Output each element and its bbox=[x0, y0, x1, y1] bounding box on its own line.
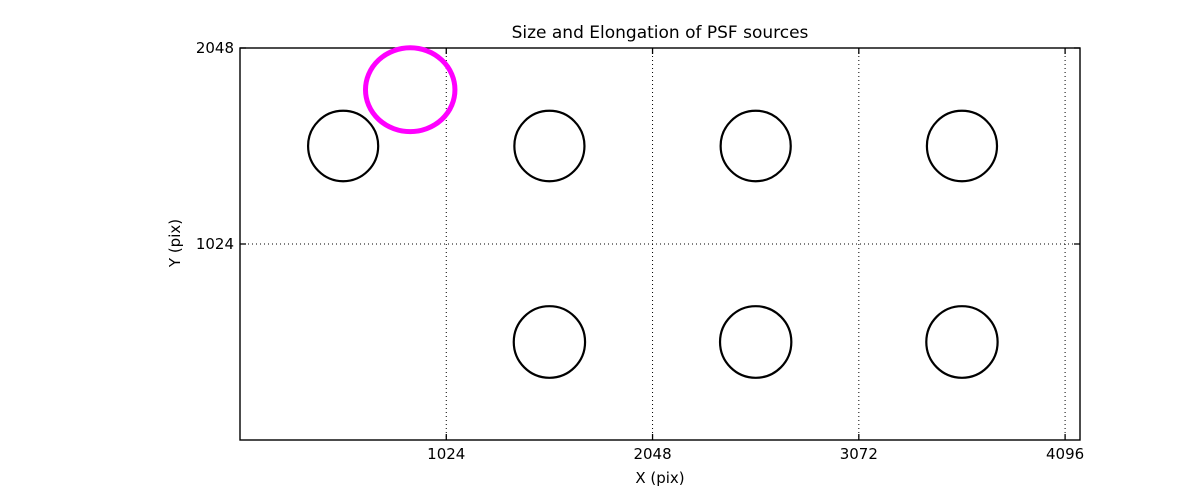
psf-source-3 bbox=[719, 109, 792, 183]
x-axis-label: X (pix) bbox=[635, 469, 685, 487]
chart-title: Size and Elongation of PSF sources bbox=[511, 23, 809, 43]
psf-source-4 bbox=[925, 109, 999, 183]
y-tick-label-2048: 2048 bbox=[195, 39, 234, 57]
x-tick-label-4096: 4096 bbox=[1045, 445, 1085, 463]
psf-source-2 bbox=[513, 109, 586, 183]
psf-source-5 bbox=[512, 305, 587, 379]
highlighted-source bbox=[362, 45, 458, 135]
psf-source-7 bbox=[925, 305, 999, 379]
y-tick-label-1024: 1024 bbox=[195, 235, 234, 253]
x-tick-label-1024: 1024 bbox=[427, 445, 466, 463]
psf-source-1 bbox=[306, 109, 380, 183]
x-tick-label-3072: 3072 bbox=[839, 445, 878, 463]
psf-source-6 bbox=[718, 305, 793, 379]
x-tick-label-2048: 2048 bbox=[633, 445, 672, 463]
